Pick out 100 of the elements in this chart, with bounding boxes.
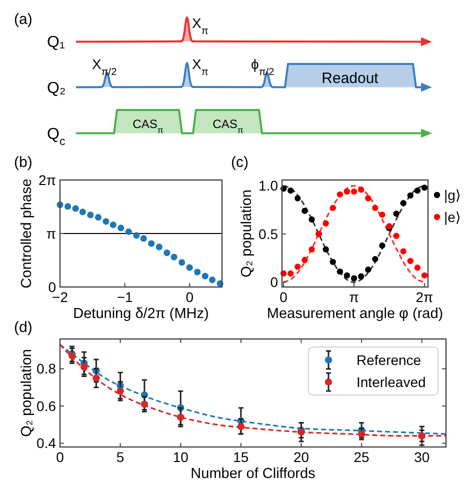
y-axis-title: Q₂ population <box>19 349 35 437</box>
point <box>358 273 364 280</box>
point <box>294 195 301 202</box>
x-axis-title: Measurement angle φ (rad) <box>266 306 444 322</box>
x-tick-label: 15 <box>233 449 249 465</box>
legend-label: Interleaved <box>356 374 426 390</box>
point <box>344 188 350 195</box>
y-tick-label: 0.4 <box>36 435 56 452</box>
point <box>414 264 421 271</box>
legend-label: |g⟩ <box>444 186 461 203</box>
y-tick-label: π <box>46 225 56 242</box>
y-axis-title: Q₂ population <box>239 190 255 278</box>
y-tick-label: 0 <box>48 278 56 295</box>
y-tick-label: 2π <box>38 172 56 188</box>
x-tick-label: 0 <box>186 289 194 305</box>
point <box>116 388 124 395</box>
point <box>400 248 406 254</box>
point <box>330 258 336 266</box>
point <box>350 275 358 282</box>
point <box>407 192 414 199</box>
text: CAS$_{π}$ <box>212 117 244 135</box>
chart-title: (b) <box>14 154 32 171</box>
point <box>110 222 116 228</box>
x-axis-title: Detuning δ/2π (MHz) <box>73 306 209 322</box>
point <box>140 400 148 408</box>
point <box>308 216 315 223</box>
x-tick-label: 10 <box>172 449 189 465</box>
point <box>202 272 208 280</box>
y-tick-label: 0.5 <box>258 226 278 242</box>
text: ϕ$_{π/2}$ <box>251 56 275 78</box>
point <box>414 188 421 194</box>
point <box>133 232 140 239</box>
y-tick-label: 0.8 <box>36 360 56 377</box>
chart-title: (d) <box>14 319 32 336</box>
point <box>308 246 315 253</box>
text: Q₂ <box>47 80 66 97</box>
point <box>322 246 329 253</box>
point <box>64 203 72 210</box>
point <box>344 272 350 279</box>
x-tick-label: 2π <box>416 289 434 305</box>
point <box>194 268 201 276</box>
x-tick-label: 25 <box>354 449 370 465</box>
legend-label: |e⟩ <box>444 208 461 225</box>
point <box>336 268 344 275</box>
x-tick-label: 5 <box>116 449 124 465</box>
point <box>164 249 170 256</box>
x-axis-title: Number of Cliffords <box>190 466 316 482</box>
point <box>379 212 386 218</box>
point <box>87 212 94 218</box>
point <box>302 208 308 214</box>
point <box>393 210 400 217</box>
point <box>400 200 406 206</box>
y-axis-title: Controlled phase <box>19 178 35 288</box>
x-tick-label: 20 <box>293 449 310 465</box>
point <box>421 184 428 191</box>
point <box>72 205 79 212</box>
text: (a) <box>14 11 32 28</box>
point <box>125 228 132 235</box>
point <box>336 191 344 198</box>
point <box>322 220 329 226</box>
text: X$_{π/2}$ <box>92 56 118 78</box>
text: X$_{π}$ <box>192 56 208 78</box>
point <box>358 186 364 193</box>
point <box>288 270 294 277</box>
point <box>178 259 186 266</box>
y-tick-label: 1.0 <box>258 178 278 194</box>
chart-title: (c) <box>231 154 248 171</box>
point <box>140 235 147 242</box>
text: CAS$_{π}$ <box>132 117 164 135</box>
x-tick-label: −1 <box>116 289 133 305</box>
y-tick-label: 0.6 <box>36 398 56 414</box>
point <box>407 258 414 264</box>
point <box>170 254 178 260</box>
point <box>302 256 308 264</box>
point <box>330 204 336 212</box>
legend-label: Reference <box>356 352 422 368</box>
point <box>102 218 110 225</box>
text: X$_{π}$ <box>192 15 208 36</box>
y-tick-label: 0 <box>270 274 278 290</box>
point <box>80 363 88 371</box>
point <box>372 204 378 212</box>
point <box>372 256 378 262</box>
point <box>294 264 301 270</box>
point <box>379 242 386 249</box>
text: Q$_{c}$ <box>47 126 66 148</box>
point <box>393 232 400 240</box>
point <box>156 244 162 250</box>
point <box>365 266 372 273</box>
point <box>421 272 428 279</box>
point <box>365 195 372 202</box>
text: Readout <box>322 70 380 87</box>
point <box>208 276 216 284</box>
point <box>118 224 124 232</box>
text: Q₁ <box>47 34 65 51</box>
x-tick-label: 30 <box>414 449 430 465</box>
point <box>79 208 86 216</box>
point <box>148 240 155 247</box>
point <box>237 422 245 430</box>
x-tick-label: π <box>349 289 360 305</box>
point <box>177 414 184 421</box>
